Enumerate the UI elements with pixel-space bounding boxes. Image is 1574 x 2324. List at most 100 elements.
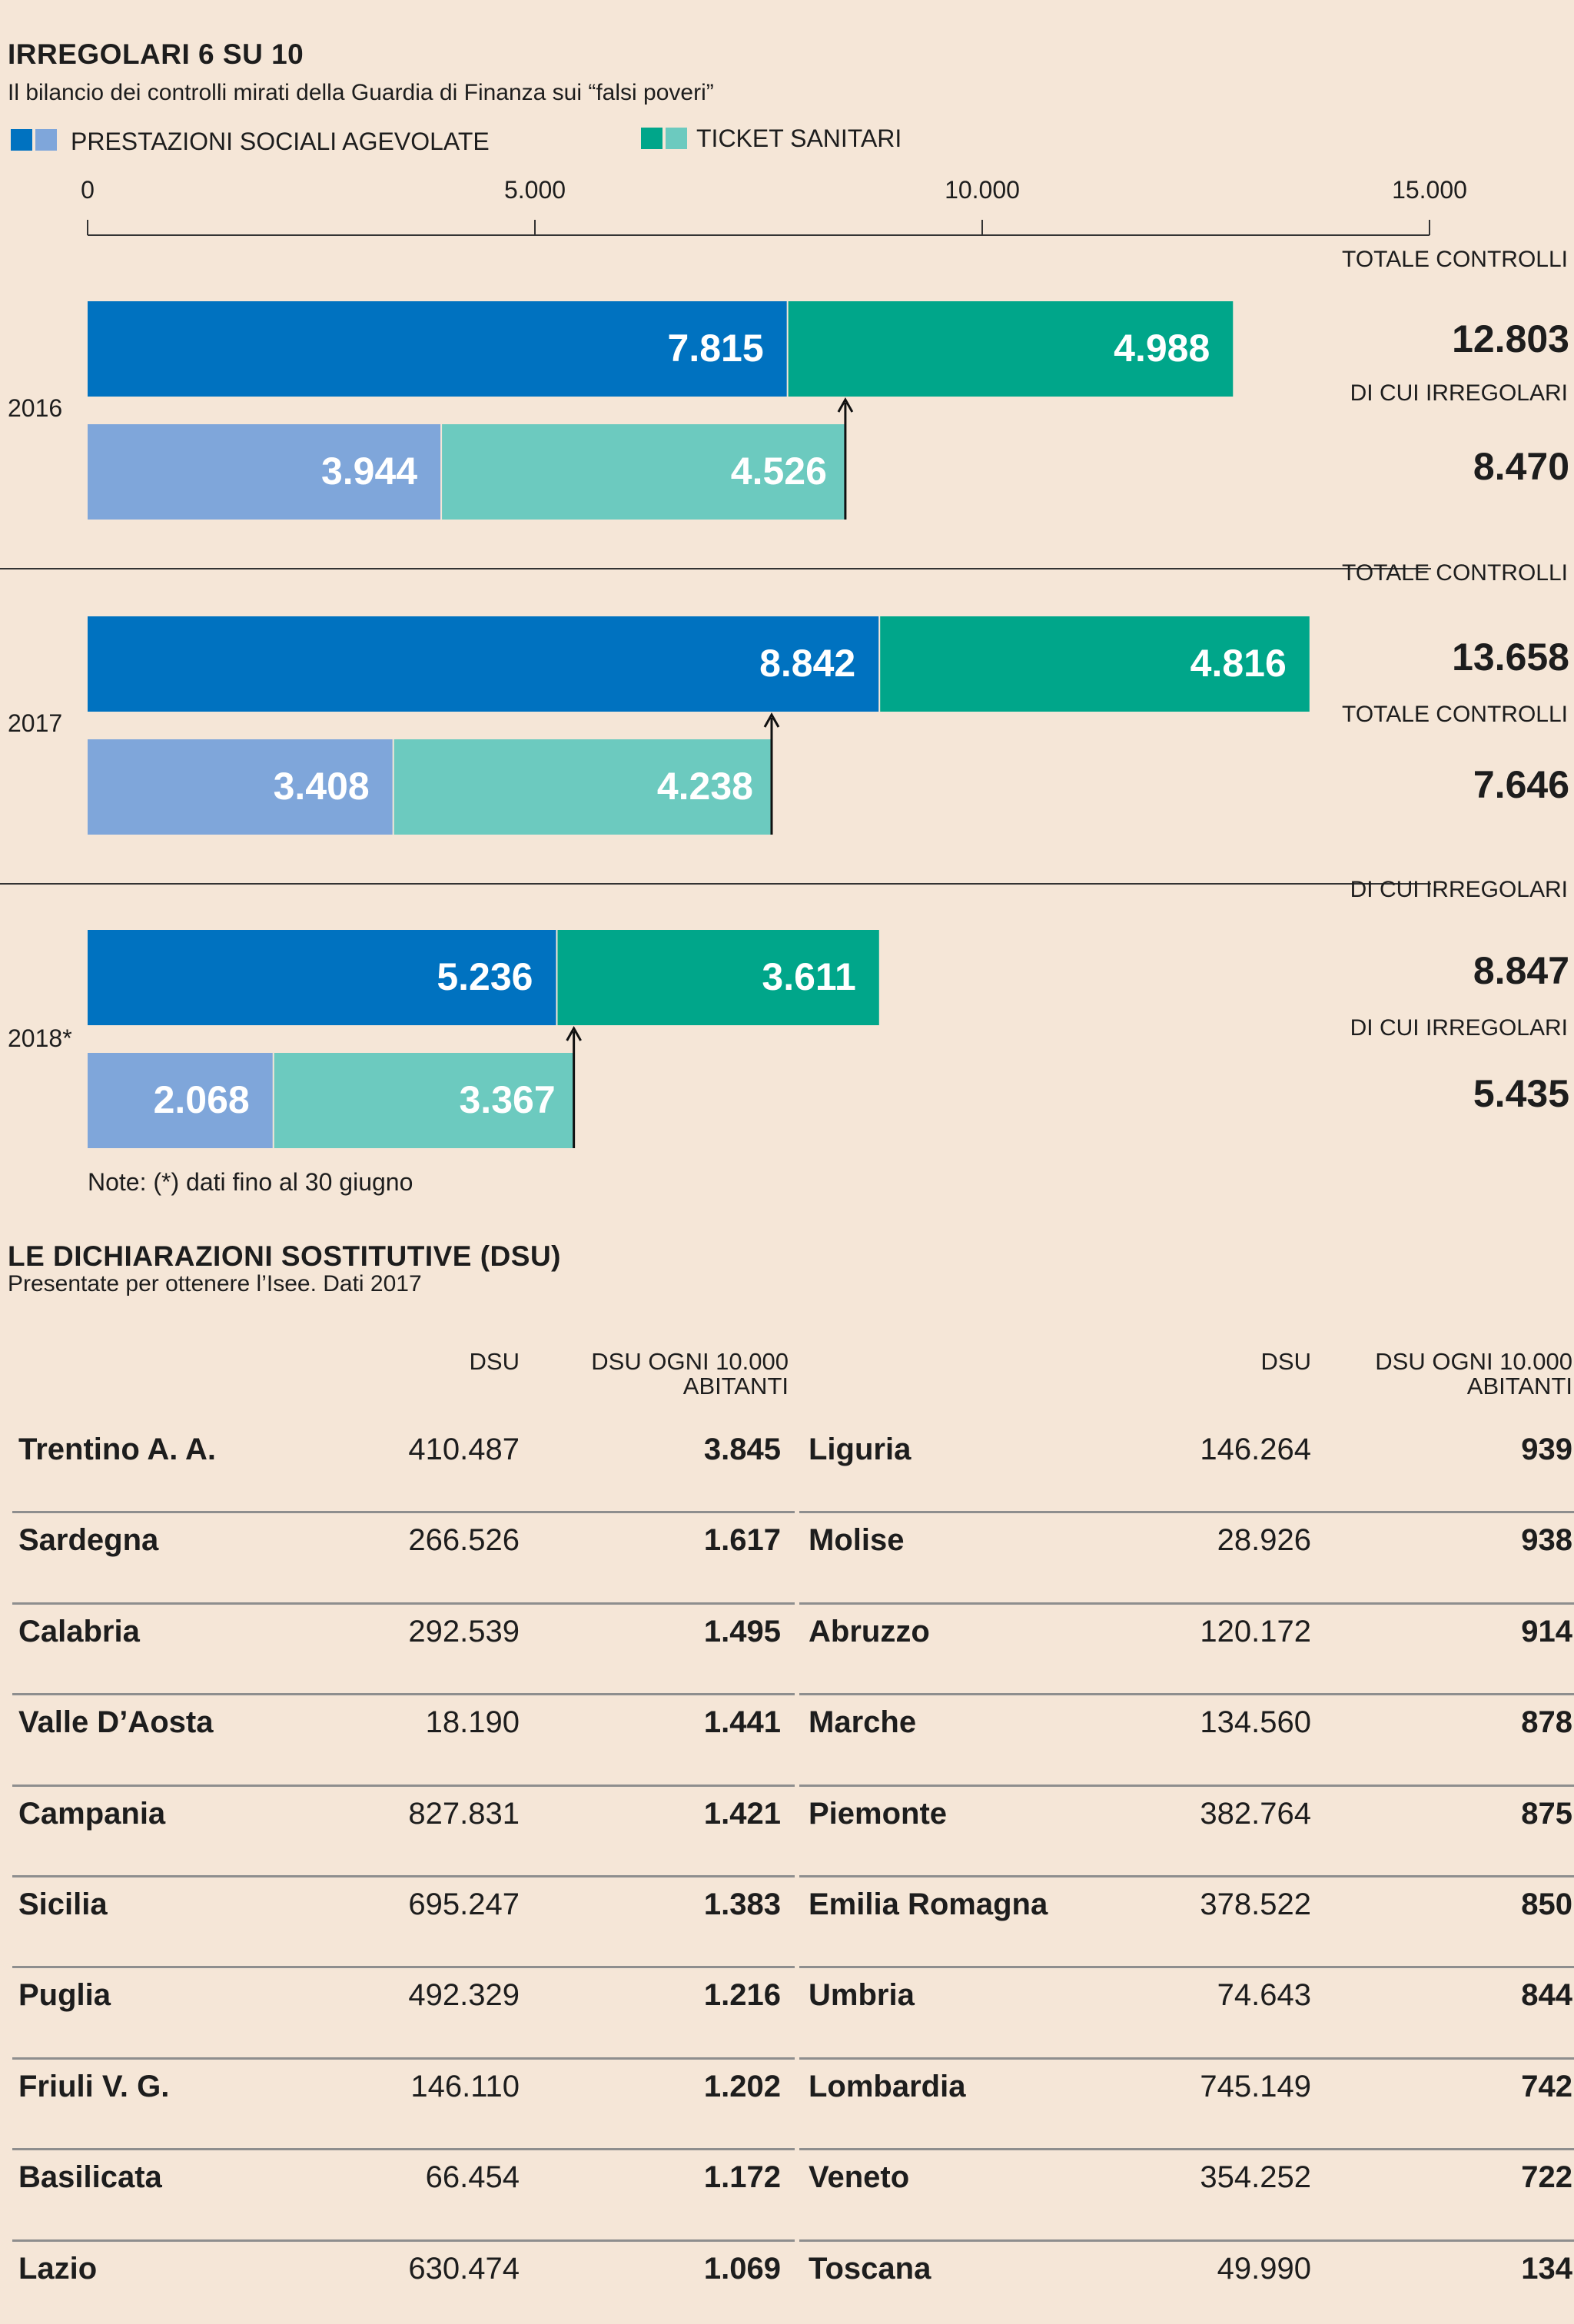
chart-subtitle: Il bilancio dei controlli mirati della G… bbox=[8, 80, 714, 105]
bar-label-irregolari-ticket-2: 3.367 bbox=[460, 1078, 556, 1121]
region-dsu: 74.643 bbox=[1217, 1978, 1311, 2013]
region-dsu: 745.149 bbox=[1200, 2069, 1311, 2103]
chart-title: IRREGOLARI 6 SU 10 bbox=[8, 38, 304, 70]
side-label-4: TOTALE CONTROLLI bbox=[1342, 702, 1568, 727]
region-rate: 1.202 bbox=[703, 2069, 781, 2103]
bar-label-irregolari-ticket-0: 4.526 bbox=[731, 450, 827, 493]
region-rate: 1.421 bbox=[703, 1796, 781, 1831]
region-name: Basilicata bbox=[18, 2160, 162, 2195]
side-label-6: DI CUI IRREGOLARI bbox=[1350, 1015, 1568, 1041]
region-dsu: 378.522 bbox=[1200, 1887, 1311, 1921]
x-tick-label-2: 10.000 bbox=[945, 176, 1020, 204]
region-rate: 722 bbox=[1521, 2160, 1572, 2195]
bar-controlli-ticket-2 bbox=[557, 930, 879, 1025]
table-row-divider bbox=[799, 1602, 1574, 1605]
region-rate: 134 bbox=[1521, 2251, 1572, 2286]
region-rate: 938 bbox=[1521, 1523, 1572, 1558]
bar-controlli-prestazioni-1 bbox=[88, 616, 879, 712]
irregular-arrow-head-1 bbox=[763, 712, 780, 728]
side-label-3: TOTALE CONTROLLI bbox=[1342, 560, 1568, 586]
table-row-divider bbox=[12, 1602, 795, 1605]
region-dsu: 630.474 bbox=[408, 2251, 520, 2286]
side-value-3: 13.658 bbox=[1452, 636, 1569, 679]
region-rate: 1.069 bbox=[703, 2251, 781, 2286]
region-dsu: 134.560 bbox=[1200, 1705, 1311, 1740]
table-row-divider bbox=[12, 2148, 795, 2151]
side-value-1: 12.803 bbox=[1452, 317, 1569, 360]
bar-label-irregolari-ticket-1: 4.238 bbox=[657, 765, 753, 808]
irregular-arrow-head-0 bbox=[837, 397, 854, 413]
bar-controlli-prestazioni-0 bbox=[88, 301, 787, 397]
bar-irregolari-prestazioni-2 bbox=[88, 1053, 273, 1148]
bar-label-irregolari-prestazioni-1: 3.408 bbox=[274, 765, 370, 808]
region-name: Emilia Romagna bbox=[809, 1887, 1048, 1921]
region-dsu: 410.487 bbox=[408, 1433, 520, 1466]
region-name: Toscana bbox=[809, 2251, 931, 2286]
region-dsu: 266.526 bbox=[408, 1523, 520, 1558]
bar-label-controlli-prestazioni-0: 7.815 bbox=[668, 327, 764, 370]
table-row-divider bbox=[799, 1966, 1574, 1969]
col-header-rate-left: DSU OGNI 10.000 ABITANTI bbox=[591, 1348, 789, 1399]
region-dsu: 146.110 bbox=[410, 2069, 520, 2103]
legend-label-prestazioni: PRESTAZIONI SOCIALI AGEVOLATE bbox=[71, 128, 490, 155]
table-row-divider bbox=[799, 1875, 1574, 1877]
region-rate: 1.441 bbox=[703, 1705, 781, 1740]
region-rate: 1.172 bbox=[703, 2160, 781, 2195]
bar-label-controlli-ticket-2: 3.611 bbox=[762, 955, 855, 998]
bar-irregolari-ticket-0 bbox=[442, 424, 845, 520]
bar-label-controlli-ticket-1: 4.816 bbox=[1190, 642, 1287, 685]
col-header-rate-right: DSU OGNI 10.000 ABITANTI bbox=[1375, 1348, 1572, 1399]
region-name: Veneto bbox=[809, 2160, 910, 2195]
region-name: Molise bbox=[809, 1523, 905, 1558]
region-name: Liguria bbox=[809, 1433, 912, 1466]
bar-controlli-ticket-1 bbox=[880, 616, 1310, 712]
legend-label-ticket: TICKET SANITARI bbox=[696, 124, 902, 152]
region-dsu: 28.926 bbox=[1217, 1523, 1311, 1558]
region-dsu: 827.831 bbox=[408, 1796, 520, 1831]
table-row-divider bbox=[799, 1784, 1574, 1787]
bar-label-irregolari-prestazioni-0: 3.944 bbox=[321, 450, 417, 493]
table-row-divider bbox=[12, 1875, 795, 1877]
region-name: Lazio bbox=[18, 2251, 98, 2286]
bar-label-controlli-prestazioni-2: 5.236 bbox=[437, 955, 533, 998]
region-rate: 3.845 bbox=[703, 1433, 781, 1466]
region-dsu: 354.252 bbox=[1200, 2160, 1311, 2195]
region-dsu: 382.764 bbox=[1200, 1796, 1311, 1831]
irregular-arrow-head-2 bbox=[566, 1025, 582, 1041]
region-name: Piemonte bbox=[809, 1796, 948, 1831]
year-label-2016: 2016 bbox=[8, 394, 62, 422]
bar-chart: 0 5.000 10.000 15.000 2016 7.815 4.988 3.944 4.5… bbox=[0, 176, 1467, 1148]
side-label-5: DI CUI IRREGOLARI bbox=[1350, 877, 1568, 902]
bar-irregolari-prestazioni-0 bbox=[88, 424, 441, 520]
bar-irregolari-ticket-1 bbox=[394, 739, 772, 835]
side-value-2: 8.470 bbox=[1473, 445, 1569, 488]
region-dsu: 492.329 bbox=[408, 1978, 520, 2013]
bar-irregolari-prestazioni-1 bbox=[88, 739, 393, 835]
table-row-divider bbox=[12, 1511, 795, 1514]
region-rate: 878 bbox=[1521, 1705, 1572, 1740]
side-value-5: 8.847 bbox=[1473, 949, 1569, 992]
legend-swatch-ticket-irregolari bbox=[666, 128, 687, 149]
region-rate: 939 bbox=[1521, 1433, 1572, 1466]
legend-swatch-prestazioni-irregolari bbox=[35, 129, 57, 151]
region-name: Campania bbox=[18, 1796, 166, 1831]
legend-swatch-prestazioni-totale bbox=[11, 129, 32, 151]
chart-note: Note: (*) dati fino al 30 giugno bbox=[88, 1168, 413, 1196]
region-rate: 1.495 bbox=[703, 1614, 781, 1648]
table-row-divider bbox=[799, 2239, 1574, 2242]
table-row-divider bbox=[12, 2239, 795, 2242]
year-label-2018: 2018* bbox=[8, 1024, 72, 1052]
table-row-divider bbox=[799, 1693, 1574, 1696]
region-dsu: 66.454 bbox=[425, 2160, 520, 2195]
region-dsu: 49.990 bbox=[1217, 2251, 1311, 2286]
region-dsu: 120.172 bbox=[1200, 1614, 1311, 1648]
table-row-divider bbox=[799, 1511, 1574, 1514]
region-name: Friuli V. G. bbox=[18, 2069, 170, 2103]
region-name: Sardegna bbox=[18, 1523, 159, 1558]
region-rate: 742 bbox=[1521, 2069, 1572, 2103]
bar-irregolari-ticket-2 bbox=[274, 1053, 574, 1148]
region-rate: 914 bbox=[1521, 1614, 1572, 1648]
region-name: Lombardia bbox=[809, 2069, 966, 2103]
region-rate: 850 bbox=[1521, 1887, 1572, 1921]
region-dsu: 292.539 bbox=[408, 1614, 520, 1648]
